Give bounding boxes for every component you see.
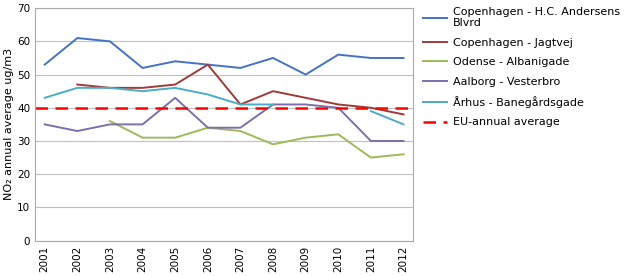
Legend: Copenhagen - H.C. Andersens
Blvrd, Copenhagen - Jagtvej, Odense - Albanigade, Aa: Copenhagen - H.C. Andersens Blvrd, Copen… xyxy=(422,7,620,128)
Y-axis label: NO₂ annual average ug/m3: NO₂ annual average ug/m3 xyxy=(4,48,14,200)
